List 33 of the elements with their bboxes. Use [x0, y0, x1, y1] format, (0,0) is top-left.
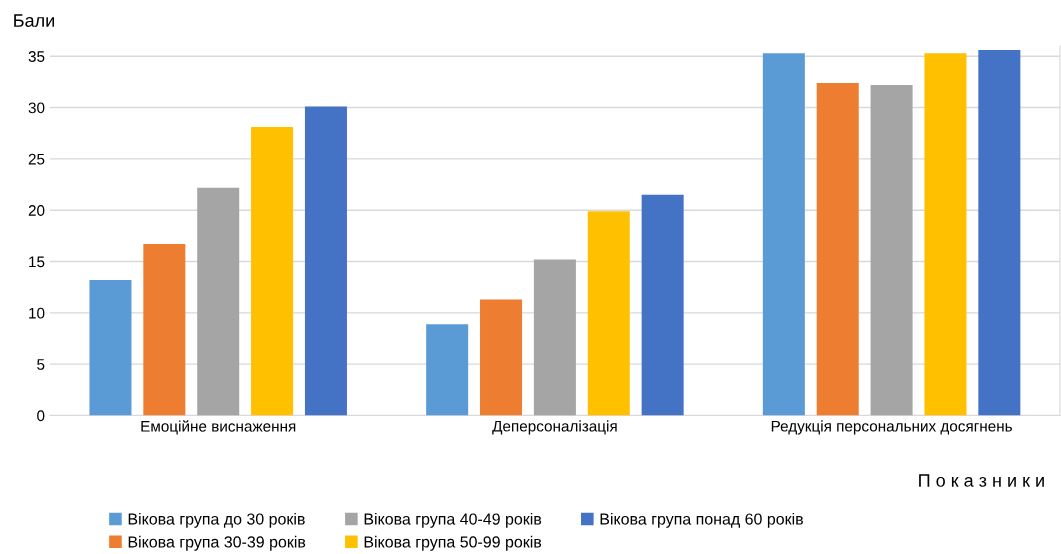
legend-label: Вікова група 40-49 років — [364, 512, 542, 528]
y-tick-label: 5 — [37, 359, 45, 370]
bar — [304, 106, 347, 416]
y-tick-label: 30 — [28, 102, 45, 114]
bar — [89, 280, 132, 416]
y-tick-label: 25 — [28, 153, 45, 165]
legend-label: Вікова група 50-99 років — [364, 535, 542, 551]
x-tick-label: Емоційне виснаження — [141, 420, 296, 435]
bar — [426, 324, 469, 416]
legend-label: Вікова група понад 60 років — [600, 512, 803, 528]
x-axis-title: П о к а з н и к и — [919, 474, 1044, 487]
legend-label: Вікова група 30-39 років — [128, 535, 306, 551]
bar — [924, 53, 967, 416]
y-axis-title: Бали — [14, 14, 54, 27]
bar — [978, 50, 1021, 416]
y-tick-label: 10 — [29, 307, 45, 319]
bar — [533, 259, 576, 416]
y-tick-label: 20 — [28, 205, 45, 216]
y-tick-label: 15 — [29, 256, 45, 268]
y-tick-label: 0 — [37, 410, 45, 422]
bar — [587, 211, 630, 416]
y-tick-label: 35 — [28, 51, 45, 62]
bar — [870, 84, 913, 416]
bar — [143, 244, 186, 416]
bar — [251, 127, 294, 416]
legend-label: Вікова група до 30 років — [128, 512, 305, 528]
bar — [197, 187, 240, 416]
bar — [641, 194, 684, 416]
x-tick-label: Деперсоналізація — [492, 420, 617, 435]
bar — [480, 299, 523, 416]
x-tick-label: Редукція персональних досягнень — [771, 420, 1012, 435]
bar — [762, 53, 805, 416]
bar — [816, 82, 859, 416]
